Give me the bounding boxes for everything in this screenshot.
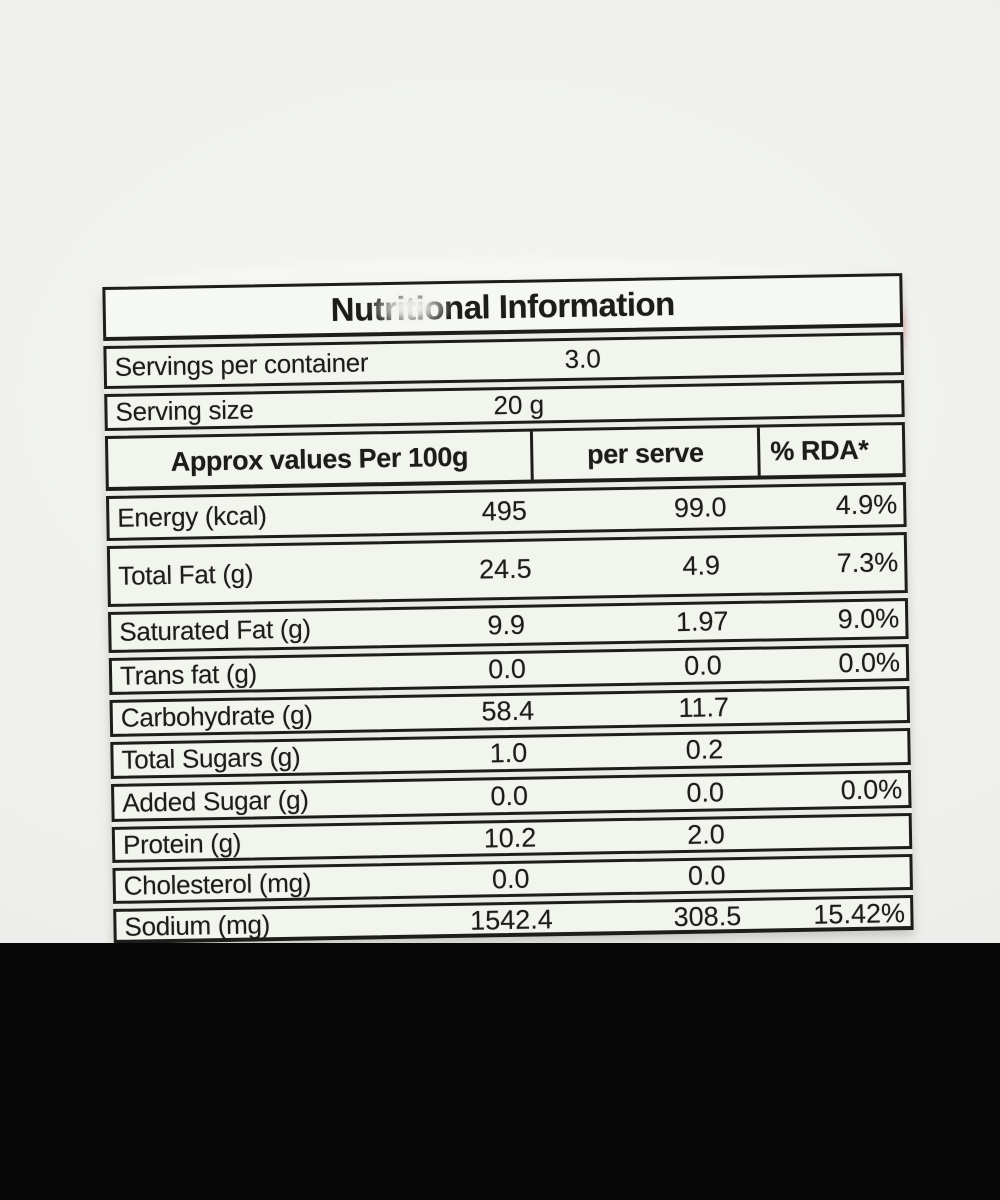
serving-size-label: Serving size [115,394,254,427]
nutrient-row-sodium: Sodium (mg) 1542.4 308.5 15.42% [113,894,914,944]
value-per100g: 58.4 [481,695,535,727]
nutrient-label: Carbohydrate (g) [120,699,313,733]
column-header-per-serve: per serve [529,427,758,480]
value-per100g: 24.5 [478,553,532,585]
serving-size-value: 20 g [493,389,545,421]
value-rda: 0.0% [838,647,901,679]
nutrition-label-table: Nutritional Information Servings per con… [102,273,914,944]
value-rda [813,873,910,875]
nutrient-label: Added Sugar (g) [122,784,309,818]
nutrient-row-energy: Energy (kcal) 495 99.0 4.9% [105,482,907,541]
nutrient-label: Total Sugars (g) [121,741,301,775]
value-rda: 15.42% [813,898,906,930]
value-per100g: 0.0 [491,863,530,895]
value-per-serve: 0.0 [687,860,726,891]
value-per100g: 9.9 [487,609,526,641]
value-rda: 0.0% [840,773,903,805]
value-per100g: 495 [481,495,528,527]
value-per-serve: 0.0 [683,650,723,681]
servings-label: Servings per container [114,347,369,382]
value-per-serve: 0.2 [685,734,724,765]
nutrient-label: Cholesterol (mg) [123,867,312,901]
column-header-per100g: Approx values Per 100g [170,441,469,477]
value-per-serve: 308.5 [673,900,742,933]
value-per100g: 1.0 [489,737,528,769]
value-per-serve: 2.0 [686,819,726,850]
nutrient-row-total-fat: Total Fat (g) 24.5 4.9 7.3% [106,532,908,607]
nutrient-label: Sodium (mg) [124,909,271,942]
value-per-serve: 1.97 [675,606,729,638]
column-header-row: Approx values Per 100g per serve % RDA* [104,422,906,491]
column-header-rda: % RDA* [756,425,903,476]
nutrient-label: Total Fat (g) [118,558,254,591]
value-per100g: 10.2 [483,822,537,854]
value-per-serve: 0.0 [686,776,725,808]
nutrient-label: Trans fat (g) [119,658,258,691]
value-rda [812,832,909,834]
value-per-serve: 11.7 [678,692,730,724]
value-per100g: 1542.4 [469,904,553,936]
value-rda [810,705,907,707]
value-rda: 9.0% [837,603,900,635]
nutrient-row-saturated-fat: Saturated Fat (g) 9.9 1.97 9.0% [107,598,909,653]
nutrient-label: Energy (kcal) [117,500,267,533]
servings-value: 3.0 [564,343,602,374]
package-photo-background: Nutritional Information Servings per con… [0,0,1000,944]
nutrient-label: Protein (g) [122,827,242,860]
nutrient-label: Saturated Fat (g) [119,613,312,647]
value-per-serve: 99.0 [673,492,727,524]
value-rda: 4.9% [835,489,898,521]
bottom-letterbox [0,943,1000,1200]
value-per100g: 0.0 [490,780,529,811]
value-rda [810,747,907,749]
servings-per-container-row: Servings per container 3.0 [103,332,904,390]
value-rda: 7.3% [836,547,899,579]
value-per100g: 0.0 [488,653,527,685]
value-per-serve: 4.9 [682,550,721,581]
glare-spot [367,285,455,330]
